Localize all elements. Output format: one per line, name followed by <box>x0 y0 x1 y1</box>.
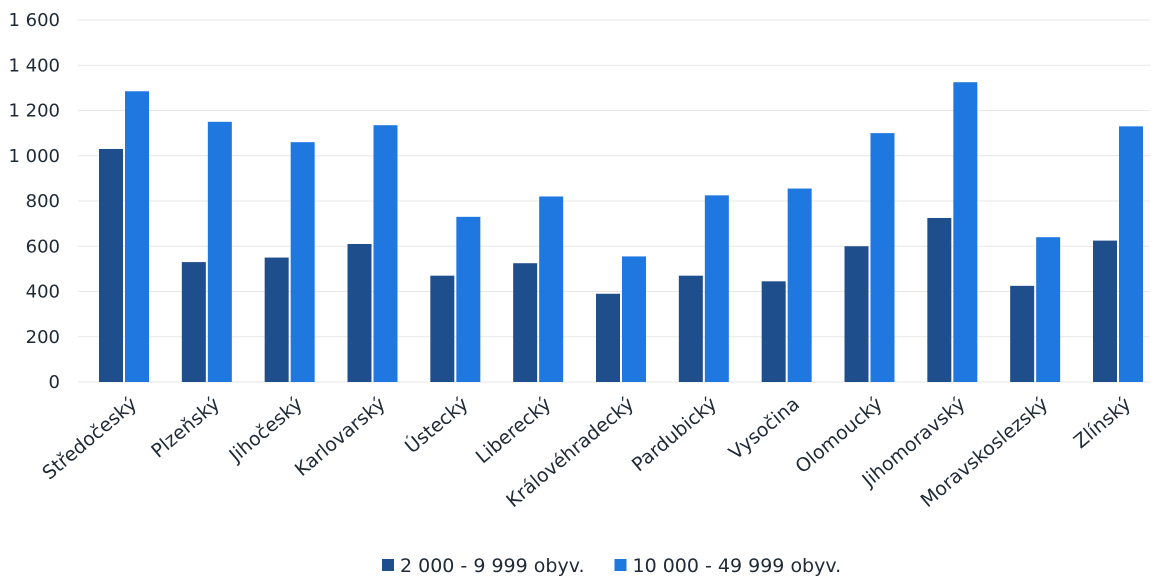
bar-series-2 <box>539 196 564 382</box>
bar-series-1 <box>596 293 620 382</box>
bar-series-1 <box>927 217 952 382</box>
bar-series-2 <box>953 82 978 382</box>
bar-series-1 <box>844 246 869 382</box>
legend-swatch <box>382 559 394 571</box>
bar-series-1 <box>347 243 372 382</box>
x-tick-label: Zlínský <box>1070 393 1136 453</box>
bar-series-2 <box>456 216 481 382</box>
y-axis: 0 200 400 600 800 1 000 1 200 1 400 1 600 <box>8 10 60 393</box>
bar-series-1 <box>430 275 455 382</box>
bar-series-1 <box>99 148 123 382</box>
bar-series-2 <box>373 125 398 383</box>
y-tick-label: 1 000 <box>8 146 60 167</box>
x-tick-label: Ústecký <box>400 391 473 458</box>
bar-series-2 <box>125 91 149 383</box>
bar-series-1 <box>1093 240 1117 382</box>
legend-label: 2 000 - 9 999 obyv. <box>400 555 585 577</box>
grid <box>78 19 1150 383</box>
bar-series-2 <box>622 256 646 382</box>
bar-series-2 <box>207 121 232 382</box>
x-tick-label: Středočeský <box>38 393 141 484</box>
bar-series-2 <box>1036 237 1061 382</box>
x-tick-label: Pardubický <box>628 393 721 476</box>
x-tick-label: Liberecký <box>472 393 556 468</box>
y-tick-label: 0 <box>49 372 60 393</box>
x-tick-label: Plzeňský <box>147 393 224 463</box>
bar-series-1 <box>181 262 206 382</box>
bar-series-1 <box>264 257 289 382</box>
legend-swatch <box>614 559 627 571</box>
y-tick-label: 800 <box>26 191 60 212</box>
bar-series-2 <box>1119 126 1143 383</box>
x-tick-label: Jihočeský <box>224 393 306 467</box>
y-tick-label: 1 400 <box>8 55 60 76</box>
x-tick-label: Vysočina <box>725 393 804 464</box>
bar-series-2 <box>787 188 812 382</box>
legend: 2 000 - 9 999 obyv. 10 000 - 49 999 obyv. <box>382 555 841 577</box>
bar-series-1 <box>678 275 703 382</box>
y-tick-label: 400 <box>26 282 60 303</box>
bar-series-1 <box>761 281 786 382</box>
bar-series-1 <box>513 263 538 382</box>
bar-series-1 <box>1010 285 1035 382</box>
bars <box>99 82 1143 383</box>
bar-series-2 <box>290 142 315 382</box>
x-tick-label: Karlovarský <box>291 393 390 481</box>
bar-series-2 <box>870 133 895 382</box>
legend-label: 10 000 - 49 999 obyv. <box>633 555 842 577</box>
y-tick-label: 1 600 <box>8 10 60 31</box>
y-tick-label: 200 <box>26 327 60 348</box>
y-tick-label: 600 <box>26 236 60 257</box>
bar-series-2 <box>704 195 729 382</box>
y-tick-label: 1 200 <box>8 101 60 122</box>
